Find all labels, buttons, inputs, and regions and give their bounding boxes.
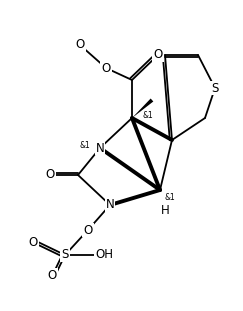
Text: H: H <box>161 203 169 216</box>
Polygon shape <box>132 99 153 118</box>
Text: &1: &1 <box>165 193 175 202</box>
Text: O: O <box>29 235 38 248</box>
Text: &1: &1 <box>80 141 90 150</box>
Text: S: S <box>61 248 69 262</box>
Text: O: O <box>101 62 111 75</box>
Text: O: O <box>46 169 55 182</box>
Text: O: O <box>47 269 57 282</box>
Text: N: N <box>96 142 104 155</box>
Text: &1: &1 <box>143 110 153 119</box>
Text: O: O <box>75 39 85 52</box>
Text: O: O <box>83 224 93 236</box>
Text: O: O <box>153 49 163 62</box>
Text: S: S <box>211 81 219 95</box>
Text: N: N <box>106 198 114 211</box>
Text: OH: OH <box>95 248 113 262</box>
